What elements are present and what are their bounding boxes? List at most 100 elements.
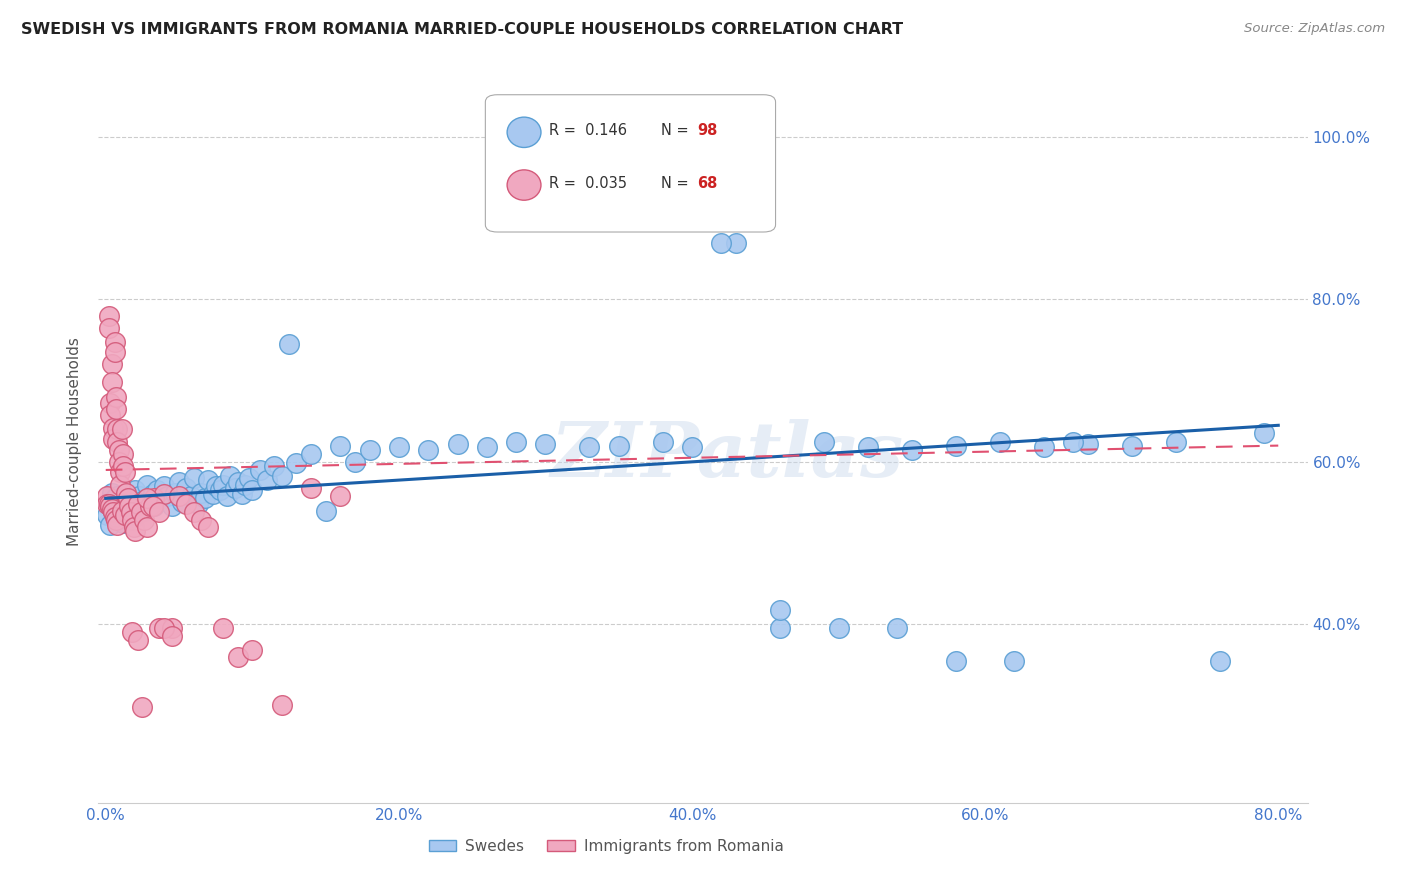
- Point: [153, 479, 176, 493]
- Point: [98, 518, 121, 533]
- Text: R =  0.146: R = 0.146: [550, 123, 627, 138]
- Point: [197, 473, 219, 487]
- Point: [148, 505, 170, 519]
- Point: [769, 621, 792, 635]
- Point: [96, 508, 118, 522]
- Point: [1004, 654, 1026, 668]
- Point: [446, 437, 468, 451]
- Point: [101, 495, 124, 509]
- Point: [131, 700, 153, 714]
- Point: [135, 520, 157, 534]
- Point: [100, 376, 122, 390]
- Point: [475, 440, 498, 454]
- Point: [112, 516, 135, 530]
- Point: [111, 422, 134, 436]
- Point: [170, 495, 193, 509]
- Point: [110, 502, 132, 516]
- Point: [160, 500, 183, 514]
- Point: [226, 475, 249, 490]
- Point: [107, 489, 129, 503]
- Point: [233, 477, 256, 491]
- Point: [121, 625, 143, 640]
- Point: [945, 654, 967, 668]
- Point: [97, 321, 120, 335]
- Point: [505, 434, 527, 449]
- Text: 98: 98: [697, 123, 717, 138]
- Point: [183, 471, 205, 485]
- Point: [240, 643, 263, 657]
- Point: [315, 503, 337, 517]
- Point: [110, 465, 132, 479]
- Point: [160, 621, 183, 635]
- Point: [98, 396, 121, 410]
- Point: [105, 402, 128, 417]
- Text: R =  0.035: R = 0.035: [550, 176, 627, 191]
- Point: [135, 477, 157, 491]
- Point: [901, 442, 924, 457]
- Point: [127, 500, 149, 514]
- Point: [578, 440, 600, 454]
- Point: [224, 481, 246, 495]
- Point: [418, 442, 440, 457]
- Point: [107, 422, 129, 436]
- Point: [98, 500, 121, 514]
- Point: [121, 513, 143, 527]
- Point: [142, 487, 165, 501]
- Point: [813, 434, 835, 449]
- Text: ZIPatlas: ZIPatlas: [551, 419, 904, 493]
- Point: [856, 440, 879, 454]
- Text: N =: N =: [661, 176, 693, 191]
- Point: [1253, 426, 1275, 441]
- Text: SWEDISH VS IMMIGRANTS FROM ROMANIA MARRIED-COUPLE HOUSEHOLDS CORRELATION CHART: SWEDISH VS IMMIGRANTS FROM ROMANIA MARRI…: [21, 22, 903, 37]
- Text: Source: ZipAtlas.com: Source: ZipAtlas.com: [1244, 22, 1385, 36]
- Point: [176, 481, 198, 495]
- Point: [651, 150, 673, 164]
- Point: [103, 491, 125, 506]
- Point: [160, 629, 183, 643]
- Point: [163, 485, 186, 500]
- Point: [197, 520, 219, 534]
- Point: [153, 621, 176, 635]
- Point: [142, 500, 165, 514]
- Point: [96, 497, 118, 511]
- Point: [329, 489, 352, 503]
- Point: [710, 235, 733, 250]
- Point: [1164, 434, 1187, 449]
- Point: [299, 447, 322, 461]
- Point: [886, 621, 908, 635]
- Point: [115, 485, 138, 500]
- Point: [115, 500, 138, 514]
- Point: [183, 505, 205, 519]
- Point: [180, 489, 202, 503]
- Point: [343, 455, 366, 469]
- Text: N =: N =: [661, 123, 693, 138]
- Point: [270, 469, 292, 483]
- Point: [114, 508, 136, 522]
- Point: [226, 649, 249, 664]
- Point: [190, 513, 212, 527]
- Point: [132, 513, 155, 527]
- Point: [124, 483, 146, 498]
- Point: [148, 621, 170, 635]
- Point: [127, 633, 149, 648]
- Point: [101, 432, 124, 446]
- Point: [122, 505, 145, 519]
- Point: [112, 458, 135, 473]
- Point: [238, 471, 260, 485]
- Point: [97, 497, 120, 511]
- Point: [114, 487, 136, 501]
- Point: [1062, 434, 1084, 449]
- Point: [212, 477, 235, 491]
- Point: [1032, 440, 1054, 454]
- FancyBboxPatch shape: [485, 95, 776, 232]
- Point: [153, 487, 176, 501]
- Point: [388, 440, 411, 454]
- Point: [285, 457, 308, 471]
- Point: [111, 493, 134, 508]
- Point: [167, 475, 190, 490]
- Point: [105, 513, 128, 527]
- Point: [101, 421, 124, 435]
- Point: [201, 487, 224, 501]
- Point: [120, 502, 142, 516]
- Point: [101, 505, 124, 519]
